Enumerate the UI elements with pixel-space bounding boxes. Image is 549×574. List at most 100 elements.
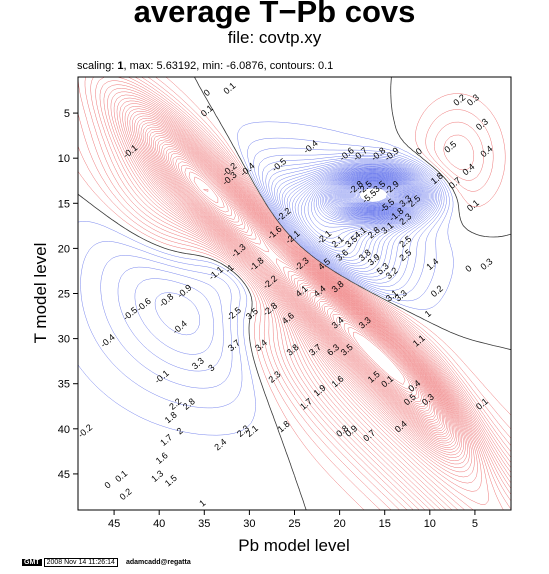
- x-tick-label: 30: [243, 518, 255, 530]
- contour-line: [100, 147, 447, 389]
- contour-line: [354, 185, 393, 205]
- contour-label: -0.9: [175, 282, 193, 300]
- y-axis: 5 10 15 20 25 30 35 40 45: [58, 108, 78, 481]
- contour-label: 2.5: [397, 247, 413, 263]
- contour-line: [323, 172, 416, 220]
- contour-line: [84, 77, 511, 510]
- contour-label: 1.8: [163, 410, 179, 426]
- contour-label: 0: [414, 146, 424, 157]
- contour-line: [113, 94, 511, 510]
- contour-line: [345, 180, 401, 210]
- contour-line: [188, 171, 437, 420]
- x-tick-label: 25: [288, 518, 300, 530]
- contour-line: [80, 137, 450, 409]
- contour-line: [340, 179, 404, 212]
- contour-line: [349, 183, 397, 208]
- contour-line: [110, 91, 511, 510]
- contour-label: 1.6: [154, 450, 170, 466]
- contour-label: 1.8: [276, 419, 292, 435]
- contour-line: [122, 103, 511, 510]
- contour-line: [159, 141, 453, 442]
- contour-line: [329, 174, 412, 217]
- contour-label: 1.4: [424, 256, 440, 272]
- min-value: -6.0876: [226, 60, 264, 72]
- y-tick-label: 25: [58, 289, 70, 301]
- contour-line: [326, 308, 427, 407]
- contour-line: [332, 313, 422, 402]
- contour-line: [353, 184, 394, 206]
- contour-label: 0.7: [361, 428, 377, 444]
- contour-line: [319, 301, 432, 414]
- contour-line: [352, 184, 395, 207]
- contours-value: 0.1: [318, 60, 334, 72]
- contour-line: [332, 175, 411, 216]
- contour-line: [324, 172, 416, 220]
- gmt-logo: GMT: [22, 559, 42, 566]
- contour-line: [146, 128, 463, 456]
- y-axis-label: T model level: [31, 243, 50, 344]
- contour-line: [339, 178, 405, 213]
- contour-label: 0.2: [429, 283, 445, 299]
- contour-label: 2.5: [397, 234, 413, 250]
- contour-line: [157, 139, 455, 444]
- contour-line: [95, 77, 511, 510]
- contour-label: 0: [202, 87, 212, 98]
- contour-line: [337, 177, 407, 214]
- x-tick-label: 20: [333, 518, 345, 530]
- contour-line: [326, 173, 415, 219]
- y-tick-label: 5: [64, 108, 70, 120]
- contour-line: [134, 154, 443, 355]
- contour-line: [155, 137, 456, 446]
- contour-line: [144, 126, 464, 458]
- contour-line: [357, 187, 389, 204]
- contour-line: [140, 122, 468, 465]
- max-value: 5.63192: [156, 60, 197, 72]
- scaling-value: 1: [117, 60, 124, 72]
- contour-label: -0.4: [99, 332, 117, 350]
- x-tick-label: 35: [198, 518, 210, 530]
- x-axis: 45 40 35 30 25 20 15 10 5: [108, 510, 478, 530]
- chart-subtitle: file: covtp.xy: [227, 28, 322, 47]
- contour-line: [331, 175, 411, 217]
- max-label: max:: [129, 60, 154, 72]
- contour-label: 3.3: [190, 356, 206, 372]
- contour-line: [161, 144, 452, 440]
- contour-line: [131, 113, 478, 484]
- contour-line: [304, 168, 424, 239]
- x-tick-label: 15: [379, 518, 391, 530]
- contour-line: [134, 115, 475, 478]
- contour-label: 2.8: [181, 396, 197, 412]
- contour-line: [307, 168, 423, 233]
- contour-line: [335, 176, 408, 215]
- contour-line: [344, 180, 402, 211]
- x-tick-label: 10: [424, 518, 436, 530]
- contour-line: [346, 181, 399, 209]
- contour-labels: 0.100.10.20.30.3-0.6-0.7 -0.8-0.9-0.4 0 0.5…: [78, 80, 495, 508]
- contour-line: [78, 77, 511, 510]
- contour-line: [180, 164, 440, 424]
- contour-line: [138, 120, 470, 469]
- contour-label: 0.3: [465, 92, 481, 108]
- contour-line: [281, 163, 432, 267]
- x-tick-label: 45: [108, 518, 120, 530]
- contour-line: [351, 183, 396, 207]
- contour-line: [129, 110, 482, 492]
- contour-line: [175, 158, 443, 428]
- contour-label: 0: [463, 263, 473, 274]
- contour-line: [284, 163, 431, 264]
- scaling-label: scaling:: [77, 60, 115, 72]
- y-tick-label: 35: [58, 379, 70, 391]
- contour-label: 0.7: [447, 175, 463, 191]
- x-tick-label: 5: [472, 518, 478, 530]
- contour-label: -0.1: [153, 368, 171, 386]
- contour-line: [184, 167, 439, 422]
- footer-stamp: GMT 2008 Nov 14 11:26:14 adamcadd@regatta: [22, 558, 191, 567]
- contour-line: [127, 108, 489, 506]
- contour-label: 1: [423, 308, 433, 319]
- contour-line: [321, 303, 431, 412]
- contour-label: -0.8: [157, 291, 175, 309]
- contour-line: [276, 161, 435, 272]
- contour-line: [345, 181, 400, 210]
- contour-line: [90, 77, 511, 510]
